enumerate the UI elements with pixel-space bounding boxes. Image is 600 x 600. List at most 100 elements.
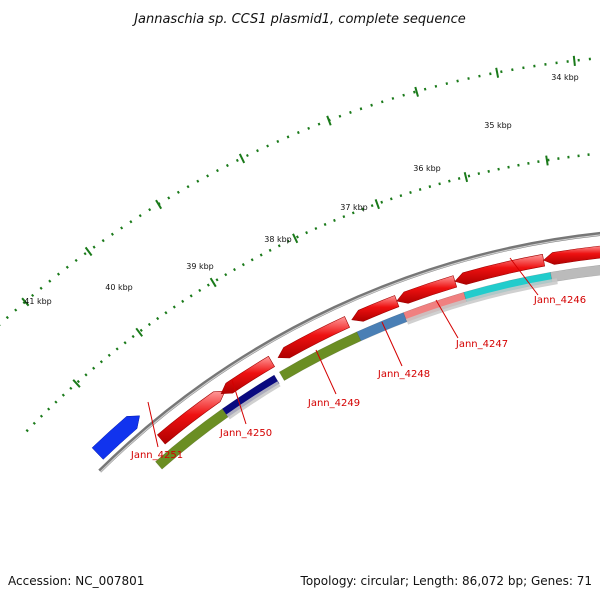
scale-major-tick	[414, 86, 419, 97]
scale-dot	[5, 315, 9, 320]
scale-dot	[167, 196, 171, 200]
scale-dot	[216, 169, 219, 173]
scale-major-tick	[21, 297, 30, 307]
scale-major-tick	[84, 246, 93, 257]
scale-major-tick	[545, 155, 549, 166]
scale-dot	[107, 353, 111, 357]
scale-major-tick	[155, 199, 163, 210]
scale-major-tick	[72, 379, 81, 388]
scale-label-35kbp: 35 kbp	[484, 121, 512, 130]
scale-dot	[456, 79, 459, 83]
summary-text: Topology: circular; Length: 86,072 bp; G…	[300, 574, 592, 588]
backbone-ring	[98, 232, 600, 473]
leader-line-jann-4251	[147, 401, 159, 448]
scale-dot	[131, 334, 135, 339]
outer-scale-ring	[0, 55, 591, 326]
scale-dot	[467, 77, 470, 80]
scale-dot	[497, 167, 500, 171]
scale-dot	[120, 226, 124, 230]
scale-dot	[307, 126, 311, 130]
scale-dot	[189, 294, 193, 298]
scale-dot	[148, 208, 152, 212]
scale-dot	[391, 96, 395, 100]
overlap-band	[465, 278, 558, 305]
scale-major-tick	[374, 199, 380, 210]
scale-label-37kbp: 37 kbp	[340, 203, 368, 212]
scale-dot	[69, 386, 73, 390]
scale-dot	[500, 70, 503, 74]
scale-dot	[48, 279, 52, 283]
gene-leader-lines	[147, 257, 539, 448]
scale-dot	[65, 265, 69, 269]
scale-dot	[198, 288, 202, 293]
scale-dot	[268, 248, 272, 252]
scale-dot	[507, 165, 510, 169]
scale-dot	[286, 135, 290, 139]
scale-dot	[101, 239, 105, 243]
scale-dot	[349, 110, 352, 114]
forward-gene-arrow	[220, 355, 276, 395]
scale-dot	[259, 253, 263, 257]
scale-dot	[235, 158, 239, 163]
scale-dot	[445, 82, 449, 86]
scale-dot	[305, 231, 309, 235]
scale-major-tick	[572, 55, 576, 67]
scale-dot	[295, 235, 299, 239]
scale-dot	[423, 87, 427, 91]
scale-dot	[438, 182, 441, 186]
scale-dot	[156, 316, 160, 321]
scale-dot	[129, 220, 133, 224]
scale-dot	[250, 258, 254, 262]
scale-dot	[333, 218, 336, 222]
scale-dot	[39, 286, 43, 290]
gene-label-jann-4250: Jann_4250	[219, 428, 272, 439]
scale-dot	[409, 190, 412, 195]
scale-dot	[338, 114, 342, 118]
leader-line-jann-4247	[435, 299, 459, 339]
scale-dot	[139, 328, 143, 332]
scale-major-tick	[326, 115, 332, 126]
scale-dot	[206, 283, 210, 287]
scale-dot	[206, 174, 210, 178]
forward-gene-arrow	[156, 390, 226, 445]
scale-dot	[172, 305, 176, 309]
scale-dot	[448, 179, 451, 183]
scale-major-tick	[292, 233, 299, 244]
scale-dot	[276, 139, 280, 143]
scale-dot	[99, 360, 103, 364]
scale-dot	[314, 226, 318, 231]
scale-dot	[517, 163, 520, 167]
scale-dot	[245, 153, 249, 158]
scale-dot	[74, 258, 78, 263]
gene-label-jann-4249: Jann_4249	[307, 398, 360, 409]
scale-dot	[241, 262, 245, 267]
scale-dot	[511, 68, 514, 72]
scale-dot	[351, 211, 355, 215]
scale-dot	[14, 308, 18, 312]
scale-dot	[389, 197, 393, 201]
forward-gene-arrow	[277, 316, 350, 359]
scale-dot	[32, 421, 36, 425]
scale-major-tick	[463, 171, 469, 183]
scale-dot	[22, 301, 26, 305]
scale-dot	[467, 174, 471, 178]
gene-label-jann-4247: Jann_4247	[455, 339, 508, 350]
backbone-arc	[98, 232, 600, 473]
overlap-band	[226, 381, 281, 420]
gene-label-jann-4246: Jann_4246	[533, 295, 586, 306]
scale-dot	[176, 190, 180, 194]
scale-dot	[428, 185, 432, 189]
scale-dot	[286, 239, 290, 243]
backbone-highlight	[99, 234, 600, 473]
scale-dot	[54, 400, 58, 404]
scale-dot	[370, 103, 373, 107]
forward-genes-track	[156, 245, 600, 445]
scale-label-36kbp: 36 kbp	[413, 164, 441, 173]
scale-dot	[489, 72, 492, 76]
scale-dot	[478, 74, 481, 78]
blue-feature	[91, 415, 140, 460]
scale-dot	[181, 299, 185, 303]
scale-dot	[399, 194, 403, 198]
scale-label-40kbp: 40 kbp	[105, 283, 133, 292]
